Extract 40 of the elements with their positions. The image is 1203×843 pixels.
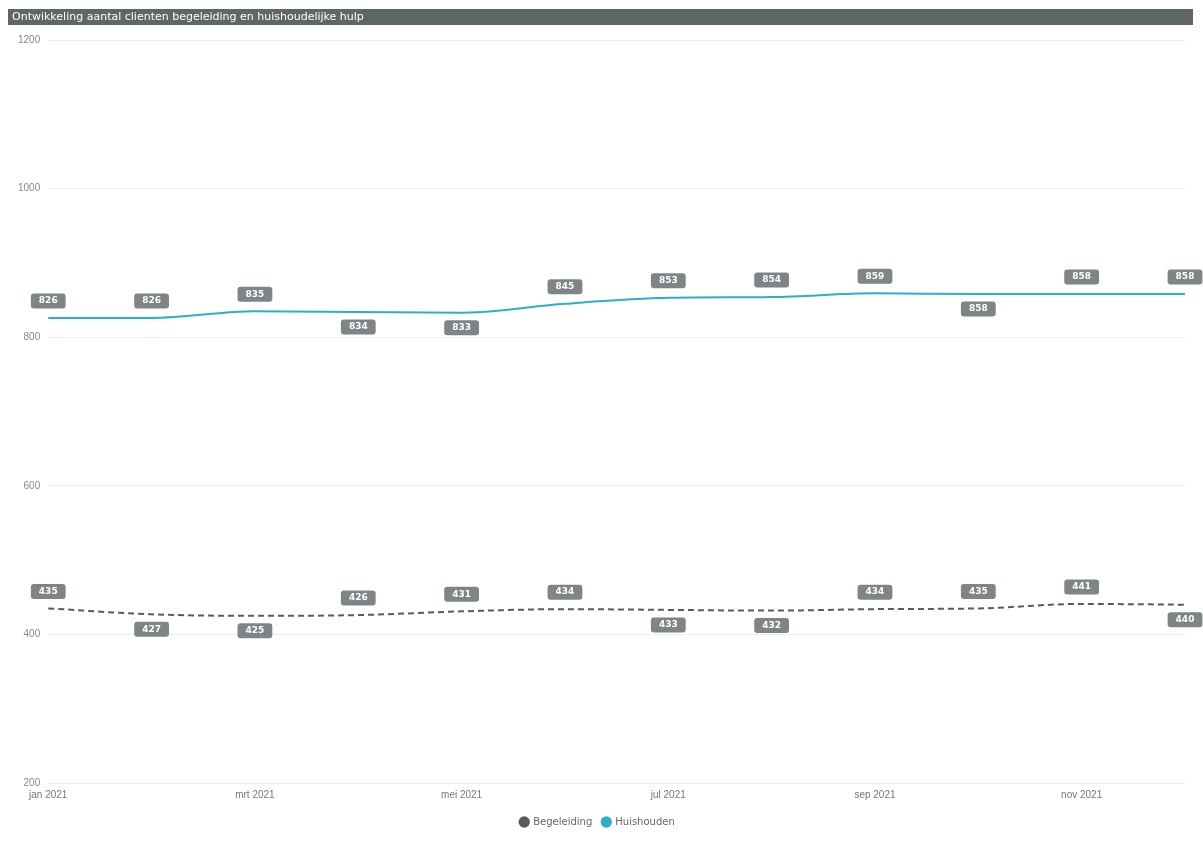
data-label: 845 — [555, 281, 575, 292]
data-label: 858 — [1175, 271, 1195, 282]
data-label: 858 — [1072, 271, 1092, 282]
data-label: 854 — [762, 274, 782, 285]
data-label: 427 — [142, 623, 161, 634]
data-label: 835 — [245, 288, 265, 299]
data-label: 858 — [968, 303, 988, 314]
legend-label: Begeleiding — [533, 815, 593, 827]
data-label: 433 — [658, 619, 678, 630]
data-label: 435 — [38, 585, 58, 596]
data-label: 426 — [348, 592, 368, 603]
data-label: 434 — [555, 586, 575, 597]
data-label: 826 — [142, 295, 161, 306]
data-label: 431 — [452, 588, 472, 599]
y-tick-label: 200 — [23, 776, 41, 788]
chart-title: Ontwikkeling aantal clienten begeleiding en huishoudelijke hulp — [8, 9, 1193, 25]
data-label: 853 — [658, 275, 678, 286]
y-tick-label: 600 — [23, 479, 41, 491]
y-tick-label: 800 — [23, 330, 41, 342]
data-label: 434 — [865, 586, 885, 597]
data-label: 435 — [968, 585, 988, 596]
line-series — [47, 602, 1186, 617]
x-tick-label: jul 2021 — [649, 788, 687, 800]
data-label: 425 — [245, 625, 265, 636]
legend-label: Huishouden — [615, 815, 675, 827]
x-tick-label: jan 2021 — [28, 788, 68, 800]
data-label: 440 — [1175, 614, 1195, 625]
data-label: 826 — [38, 295, 58, 306]
y-tick-label: 1200 — [18, 33, 41, 45]
data-label: 859 — [865, 270, 885, 281]
x-tick-label: sep 2021 — [854, 788, 896, 800]
data-label: 441 — [1072, 581, 1092, 592]
x-tick-label: mrt 2021 — [235, 788, 276, 800]
data-label: 833 — [452, 322, 472, 333]
data-label: 834 — [348, 321, 368, 332]
y-tick-label: 400 — [23, 628, 41, 640]
x-tick-label: mei 2021 — [441, 788, 483, 800]
x-tick-label: nov 2021 — [1061, 788, 1103, 800]
y-tick-label: 1000 — [18, 182, 41, 194]
data-label: 432 — [762, 619, 782, 630]
